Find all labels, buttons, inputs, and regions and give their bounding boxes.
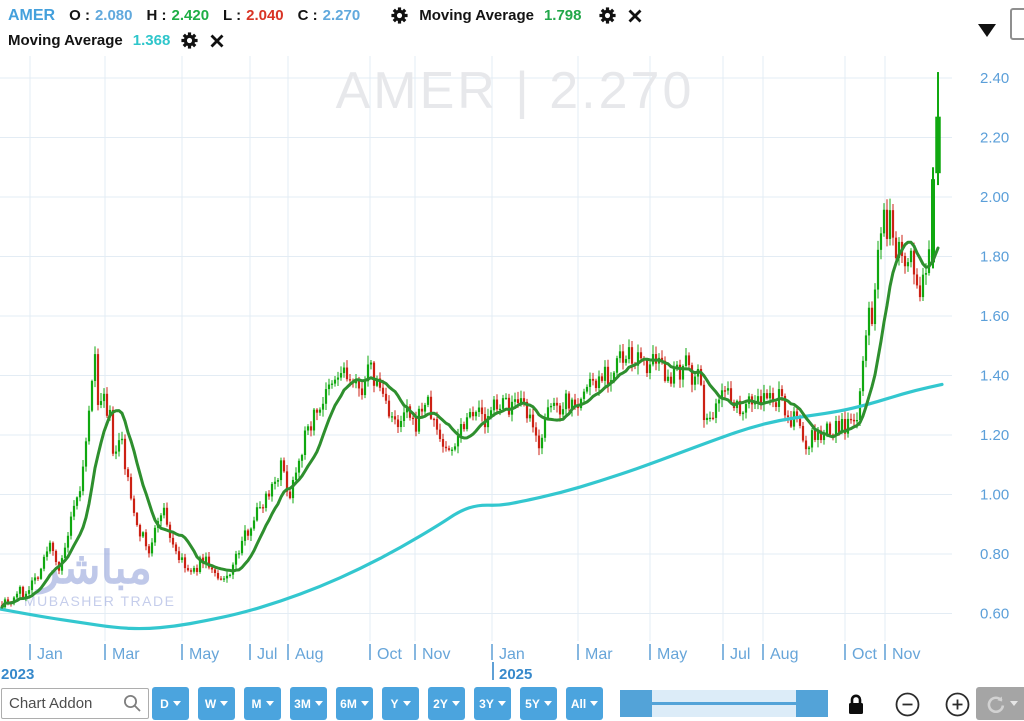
ma2-settings-gear-icon[interactable] [180,31,199,50]
reset-chart-button[interactable] [976,687,1024,720]
grid-lines [0,56,952,641]
side-panel-edge-tab[interactable] [1010,8,1024,40]
chart-addon-search-input[interactable] [2,695,123,712]
time-axis-labels: Jan Mar May Jul Aug Oct Nov Jan Mar May Jul Aug Oct N… [1,644,920,683]
scrollbar-track-line [650,702,798,705]
period-button-y[interactable]: Y [382,687,419,720]
ma2-label: Moving Average [8,32,123,49]
lock-icon [849,694,863,714]
dropdown-caret-icon [590,701,599,706]
timeframe-buttons: D W M 3M 6M Y 2Y 3Y 5Y All [152,686,612,721]
svg-text:1.60: 1.60 [980,308,1009,325]
svg-text:0.80: 0.80 [980,546,1009,563]
ma-green-line [0,240,940,609]
svg-text:Oct: Oct [852,646,877,663]
series-settings-gear-icon[interactable] [390,6,409,25]
search-icon [123,694,142,713]
ma1-settings-gear-icon[interactable] [598,6,617,25]
candle-series [0,72,941,611]
high-value: H : 2.420 [146,7,210,24]
lock-scale-button[interactable] [846,693,866,715]
ma2-row: Moving Average 1.368 [8,31,231,50]
dropdown-caret-icon [543,701,552,706]
dropdown-caret-icon [451,701,460,706]
open-value: O : 2.080 [69,7,133,24]
svg-text:0.60: 0.60 [980,606,1009,623]
period-button-w[interactable]: W [198,687,235,720]
ma-cyan-line [0,382,944,631]
period-button-m[interactable]: M [244,687,281,720]
period-button-6m[interactable]: 6M [336,687,373,720]
period-button-d[interactable]: D [152,687,189,720]
period-button-3m[interactable]: 3M [290,687,327,720]
svg-text:1.00: 1.00 [980,487,1009,504]
svg-text:2023: 2023 [1,666,34,683]
svg-text:Mar: Mar [112,646,140,663]
minus-circle-icon [895,692,920,717]
period-button-5y[interactable]: 5Y [520,687,557,720]
svg-text:May: May [189,646,219,663]
dropdown-caret-icon [172,701,181,706]
svg-text:Jan: Jan [499,646,525,663]
period-button-all[interactable]: All [566,687,603,720]
dropdown-caret-icon [265,701,274,706]
svg-text:1.20: 1.20 [980,427,1009,444]
ma1-remove-icon[interactable] [627,8,643,24]
zoom-in-button[interactable] [944,691,971,718]
chart-range-scrollbar[interactable] [620,690,828,717]
svg-text:1.80: 1.80 [980,249,1009,266]
svg-text:Mar: Mar [585,646,613,663]
price-axis-labels: 2.40 2.20 2.00 1.80 1.60 1.40 1.20 1.00 0.80 0.60 [980,70,1009,623]
svg-text:May: May [657,646,687,663]
svg-text:Aug: Aug [770,646,798,663]
svg-text:2.00: 2.00 [980,189,1009,206]
refresh-icon [987,695,1004,713]
dropdown-caret-icon [1009,701,1018,706]
symbol-ohlc-row: AMER O : 2.080 H : 2.420 L : 2.040 C : 2… [8,6,649,25]
dropdown-caret-icon [314,701,323,706]
bottom-toolbar: D W M 3M 6M Y 2Y 3Y 5Y All [0,686,1024,721]
svg-text:2.40: 2.40 [980,70,1009,87]
collapse-panel-arrow-icon[interactable] [978,24,996,37]
ma1-label: Moving Average [419,7,534,24]
scrollbar-left-handle[interactable] [620,690,652,717]
dropdown-caret-icon [402,701,411,706]
low-value: L : 2.040 [223,7,284,24]
svg-text:Jul: Jul [257,646,277,663]
svg-text:Nov: Nov [422,646,450,663]
svg-text:Aug: Aug [295,646,323,663]
svg-text:MUBASHER TRADE: MUBASHER TRADE [24,593,175,609]
svg-text:2025: 2025 [499,666,532,683]
zoom-out-button[interactable] [894,691,921,718]
ma2-value: 1.368 [132,32,171,49]
scrollbar-right-handle[interactable] [796,690,828,717]
svg-text:Oct: Oct [377,646,402,663]
ma1-value: 1.798 [543,7,582,24]
svg-text:Nov: Nov [892,646,920,663]
svg-text:1.40: 1.40 [980,368,1009,385]
chart-header: AMER O : 2.080 H : 2.420 L : 2.040 C : 2… [0,0,1024,55]
close-value: C : 2.270 [297,7,361,24]
period-button-3y[interactable]: 3Y [474,687,511,720]
dropdown-caret-icon [220,701,229,706]
svg-text:Jul: Jul [730,646,750,663]
plus-circle-icon [945,692,970,717]
chart-addon-searchbox[interactable] [1,688,149,719]
dropdown-caret-icon [360,701,369,706]
svg-text:AMER | 2.270: AMER | 2.270 [336,62,695,120]
ma2-remove-icon[interactable] [209,33,225,49]
symbol-label: AMER [8,6,56,24]
dropdown-caret-icon [497,701,506,706]
period-button-2y[interactable]: 2Y [428,687,465,720]
svg-text:2.20: 2.20 [980,130,1009,147]
svg-text:Jan: Jan [37,646,63,663]
